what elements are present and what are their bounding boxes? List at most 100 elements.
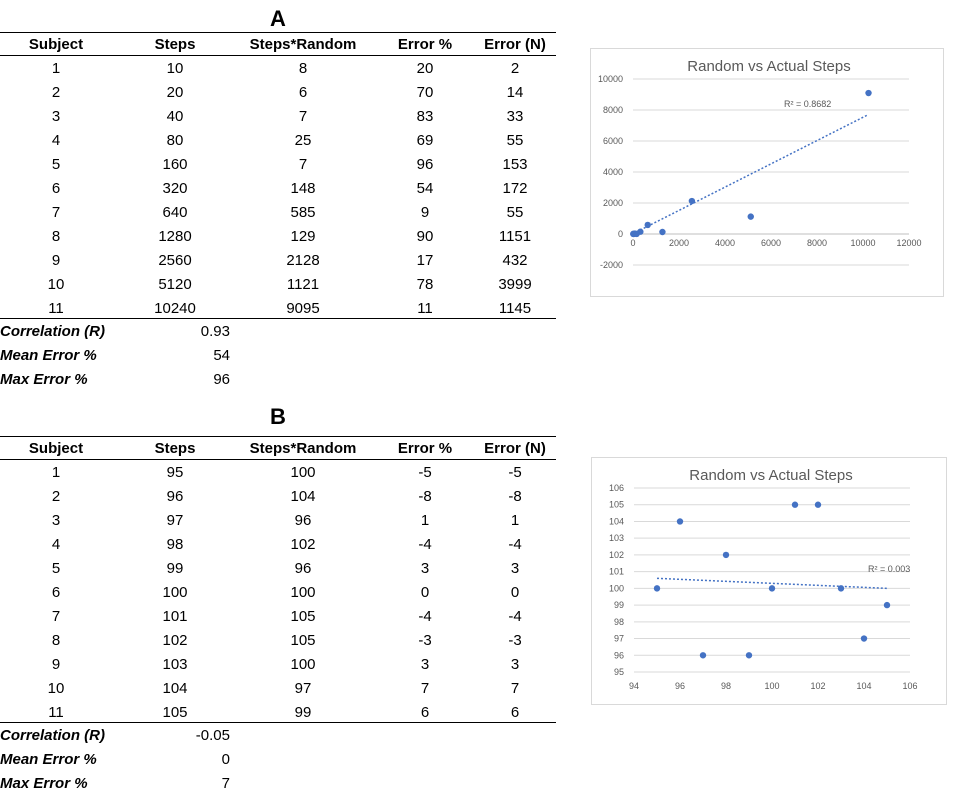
y-tick-label: 10000: [598, 74, 623, 84]
cell-error-pct: -4: [418, 536, 432, 553]
cell-steps: 104: [162, 680, 188, 697]
cell-subject: 3: [51, 512, 61, 529]
y-tick-label: 103: [609, 533, 624, 543]
cell-error-n: -8: [508, 488, 522, 505]
cell-error-pct: -8: [418, 488, 432, 505]
cell-steps: 103: [162, 656, 188, 673]
cell-steps: 640: [162, 204, 188, 221]
cell-steps-random: 25: [294, 132, 312, 149]
table-b-header: Subject Steps Steps*Random Error % Error…: [0, 436, 556, 460]
cell-steps-random: 100: [290, 656, 316, 673]
cell-error-pct: 3: [420, 560, 430, 577]
cell-error-pct: 0: [420, 584, 430, 601]
cell-error-n: 7: [510, 680, 520, 697]
data-point: [837, 585, 845, 592]
cell-steps: 98: [166, 536, 184, 553]
table-a-title: A: [270, 6, 286, 31]
data-point: [659, 228, 666, 236]
cell-steps: 2560: [158, 252, 192, 269]
table-row: 11 105 99 6 6: [0, 702, 556, 726]
chart-b[interactable]: Random vs Actual Steps 95 96 97 98 99 100 101 10…: [591, 457, 947, 705]
data-point: [637, 228, 644, 235]
cell-error-n: 6: [510, 704, 520, 721]
cell-error-pct: -4: [418, 608, 432, 625]
cell-error-pct: 54: [416, 180, 434, 197]
cell-steps-random: 1121: [286, 276, 320, 293]
stat-label-max-error: Max Error %: [0, 775, 88, 792]
cell-error-n: 3: [510, 656, 520, 673]
y-tick-label: 95: [614, 667, 624, 677]
x-tick-label: 94: [629, 681, 639, 691]
table-row: 10 5120 1121 78 3999: [0, 274, 556, 298]
cell-steps: 1280: [158, 228, 192, 245]
cell-error-n: 1151: [498, 228, 532, 245]
cell-subject: 5: [51, 560, 61, 577]
table-row: 1 10 8 20 2: [0, 58, 556, 82]
r-squared-label: R² = 0.003: [868, 564, 910, 574]
x-tick-label: 4000: [715, 238, 735, 248]
cell-error-pct: -5: [418, 464, 432, 481]
x-tick-label: 6000: [761, 238, 781, 248]
y-tick-label: 101: [609, 567, 624, 577]
cell-steps-random: 585: [290, 204, 316, 221]
stat-label-mean-error: Mean Error %: [0, 347, 97, 364]
cell-steps-random: 148: [290, 180, 316, 197]
x-tick-label: 104: [856, 681, 871, 691]
x-tick-label: 12000: [896, 238, 921, 248]
cell-steps: 5120: [158, 276, 192, 293]
chart-a-svg: Random vs Actual Steps -2000 0 2000 4000 6000…: [598, 58, 922, 270]
cell-error-pct: 96: [416, 156, 434, 173]
table-b-bottom-rule: [0, 722, 556, 723]
cell-error-n: -4: [508, 608, 522, 625]
cell-steps-random: 2128: [286, 252, 320, 269]
cell-error-pct: 11: [417, 300, 433, 317]
cell-subject: 10: [47, 276, 65, 293]
y-tick-label: 105: [609, 500, 624, 510]
data-point: [865, 89, 872, 97]
cell-error-pct: -3: [418, 632, 432, 649]
y-tick-label: 0: [618, 229, 623, 239]
cell-subject: 10: [47, 680, 65, 697]
y-tick-label: 99: [614, 600, 624, 610]
table-row: 8 1280 129 90 1151: [0, 226, 556, 250]
cell-subject: 4: [51, 132, 61, 149]
stat-label-max-error: Max Error %: [0, 371, 88, 388]
cell-steps-random: 8: [298, 60, 308, 77]
cell-error-pct: 78: [416, 276, 434, 293]
x-tick-label: 96: [675, 681, 685, 691]
x-tick-label: 2000: [669, 238, 689, 248]
header-subject: Subject: [28, 440, 84, 457]
table-row: 9 2560 2128 17 432: [0, 250, 556, 274]
table-row: 11 10240 9095 11 1145: [0, 298, 556, 322]
cell-error-n: 55: [506, 132, 524, 149]
table-row: 8 102 105 -3 -3: [0, 630, 556, 654]
header-error-pct: Error %: [397, 440, 453, 457]
table-b-title: B: [270, 404, 286, 429]
cell-subject: 6: [51, 584, 61, 601]
cell-steps: 10240: [154, 300, 196, 317]
table-row: 5 99 96 3 3: [0, 558, 556, 582]
table-row: 5 160 7 96 153: [0, 154, 556, 178]
chart-a[interactable]: Random vs Actual Steps -2000 0 2000 4000 6000…: [590, 48, 944, 297]
cell-error-pct: 69: [416, 132, 434, 149]
cell-steps-random: 99: [294, 704, 312, 721]
cell-steps-random: 102: [290, 536, 316, 553]
cell-steps-random: 104: [290, 488, 316, 505]
cell-steps: 97: [166, 512, 184, 529]
data-point: [860, 635, 868, 642]
x-tick-label: 106: [902, 681, 917, 691]
x-tick-label: 100: [764, 681, 779, 691]
table-row: 3 97 96 1 1: [0, 510, 556, 534]
table-row: 6 100 100 0 0: [0, 582, 556, 606]
table-row: 4 80 25 69 55: [0, 130, 556, 154]
data-point: [699, 652, 707, 659]
cell-error-n: 1145: [498, 300, 532, 317]
cell-steps-random: 100: [290, 584, 316, 601]
data-point: [768, 585, 776, 592]
cell-steps-random: 6: [298, 84, 308, 101]
cell-subject: 1: [51, 60, 61, 77]
header-steps-random: Steps*Random: [249, 440, 357, 457]
header-steps: Steps: [154, 36, 196, 53]
stat-value-max-error: 96: [213, 371, 230, 388]
cell-error-pct: 20: [416, 60, 434, 77]
